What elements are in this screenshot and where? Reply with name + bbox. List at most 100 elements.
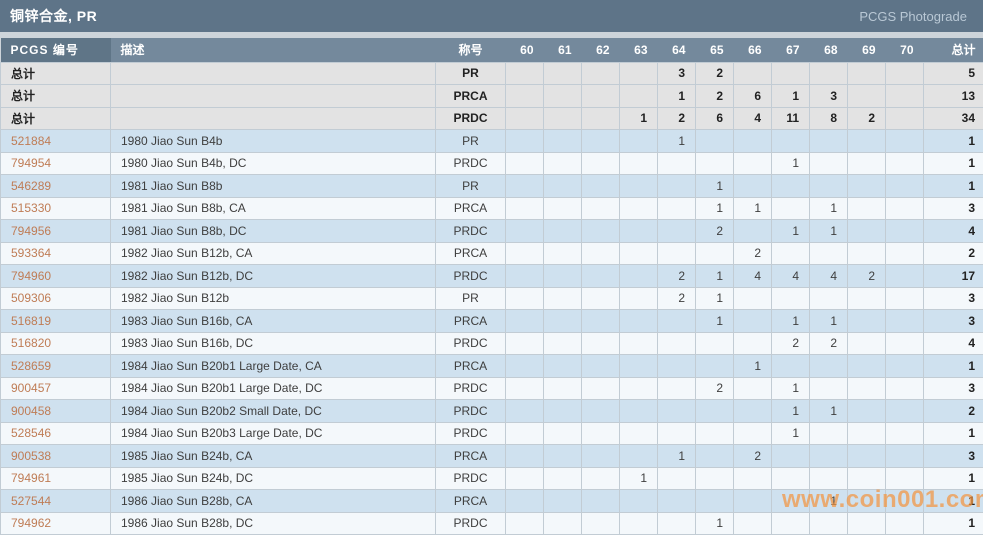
grade-61-count bbox=[543, 444, 582, 468]
grade-66-count bbox=[733, 421, 772, 445]
grade-64-count bbox=[657, 331, 696, 355]
grade-70-count bbox=[885, 264, 924, 288]
summary-row-prca: 总计 PRCA 1 2 6 1 3 13 bbox=[0, 84, 983, 108]
grade-68-count bbox=[809, 466, 848, 490]
column-header-grade-60[interactable]: 60 bbox=[505, 38, 544, 62]
column-header-grade-68[interactable]: 68 bbox=[809, 38, 848, 62]
grade-63-count bbox=[619, 286, 658, 310]
grade-64-count bbox=[657, 309, 696, 333]
grade-66-count bbox=[733, 376, 772, 400]
grade-69-count bbox=[847, 84, 886, 108]
pcgs-number-link[interactable]: 516820 bbox=[0, 331, 111, 355]
column-header-grade-64[interactable]: 64 bbox=[657, 38, 696, 62]
column-header-grade-67[interactable]: 67 bbox=[771, 38, 810, 62]
grade-62-count bbox=[581, 106, 620, 130]
designation: PRDC bbox=[435, 511, 506, 535]
column-header-grade-65[interactable]: 65 bbox=[695, 38, 734, 62]
grade-67-count: 2 bbox=[771, 331, 810, 355]
grade-63-count bbox=[619, 309, 658, 333]
page-title: 铜锌合金, PR bbox=[10, 8, 98, 24]
grade-61-count bbox=[543, 219, 582, 243]
grade-62-count bbox=[581, 196, 620, 220]
grade-61-count bbox=[543, 264, 582, 288]
pcgs-number-link[interactable]: 900538 bbox=[0, 444, 111, 468]
pcgs-number-link[interactable]: 900457 bbox=[0, 376, 111, 400]
coin-description: 1984 Jiao Sun B20b3 Large Date, DC bbox=[110, 421, 436, 445]
pcgs-number-link[interactable]: 794962 bbox=[0, 511, 111, 535]
total-count: 1 bbox=[923, 511, 983, 535]
pcgs-number-link[interactable]: 515330 bbox=[0, 196, 111, 220]
total-count: 1 bbox=[923, 151, 983, 175]
grade-60-count bbox=[505, 354, 544, 378]
grade-68-count bbox=[809, 61, 848, 85]
column-header-grade-66[interactable]: 66 bbox=[733, 38, 772, 62]
coin-description: 1980 Jiao Sun B4b, DC bbox=[110, 151, 436, 175]
grade-60-count bbox=[505, 219, 544, 243]
grade-60-count bbox=[505, 84, 544, 108]
pcgs-photograde-link[interactable]: PCGS Photograde bbox=[859, 8, 967, 24]
column-header-grade-70[interactable]: 70 bbox=[885, 38, 924, 62]
pcgs-number-link[interactable]: 593364 bbox=[0, 241, 111, 265]
pcgs-number-link[interactable]: 516819 bbox=[0, 309, 111, 333]
total-count: 1 bbox=[923, 466, 983, 490]
grade-70-count bbox=[885, 129, 924, 153]
pcgs-number-link[interactable]: 794961 bbox=[0, 466, 111, 490]
grade-67-count bbox=[771, 61, 810, 85]
grade-70-count bbox=[885, 106, 924, 130]
grade-69-count bbox=[847, 174, 886, 198]
coin-description: 1981 Jiao Sun B8b bbox=[110, 174, 436, 198]
grade-63-count bbox=[619, 489, 658, 513]
designation: PRDC bbox=[435, 219, 506, 243]
grade-63-count bbox=[619, 84, 658, 108]
grade-70-count bbox=[885, 84, 924, 108]
grade-63-count: 1 bbox=[619, 466, 658, 490]
grade-61-count bbox=[543, 309, 582, 333]
column-header-pcgs-number[interactable]: PCGS 编号 bbox=[0, 38, 111, 62]
designation: PR bbox=[435, 286, 506, 310]
grade-63-count bbox=[619, 444, 658, 468]
grade-61-count bbox=[543, 354, 582, 378]
pcgs-number-link[interactable]: 794960 bbox=[0, 264, 111, 288]
grade-70-count bbox=[885, 174, 924, 198]
grade-66-count: 4 bbox=[733, 264, 772, 288]
column-header-description[interactable]: 描述 bbox=[110, 38, 436, 62]
pcgs-number-link[interactable]: 509306 bbox=[0, 286, 111, 310]
grade-69-count bbox=[847, 466, 886, 490]
grade-62-count bbox=[581, 511, 620, 535]
pcgs-number-link[interactable]: 527544 bbox=[0, 489, 111, 513]
grade-60-count bbox=[505, 286, 544, 310]
grade-65-count: 1 bbox=[695, 264, 734, 288]
designation: PRCA bbox=[435, 309, 506, 333]
column-header-total[interactable]: 总计 bbox=[923, 38, 983, 62]
coin-description: 1981 Jiao Sun B8b, DC bbox=[110, 219, 436, 243]
column-header-grade-61[interactable]: 61 bbox=[543, 38, 582, 62]
grade-69-count: 2 bbox=[847, 264, 886, 288]
grade-61-count bbox=[543, 84, 582, 108]
column-header-grade-63[interactable]: 63 bbox=[619, 38, 658, 62]
grade-69-count bbox=[847, 399, 886, 423]
coin-row: 509306 1982 Jiao Sun B12b PR 2 1 3 bbox=[0, 286, 983, 310]
grade-63-count bbox=[619, 331, 658, 355]
grade-63-count bbox=[619, 511, 658, 535]
grade-65-count: 2 bbox=[695, 84, 734, 108]
pcgs-number-link[interactable]: 794954 bbox=[0, 151, 111, 175]
grade-70-count bbox=[885, 151, 924, 175]
grade-61-count bbox=[543, 489, 582, 513]
column-header-grade-62[interactable]: 62 bbox=[581, 38, 620, 62]
coin-description: 1983 Jiao Sun B16b, CA bbox=[110, 309, 436, 333]
grade-64-count bbox=[657, 489, 696, 513]
pcgs-number-link[interactable]: 521884 bbox=[0, 129, 111, 153]
grade-64-count: 1 bbox=[657, 84, 696, 108]
grade-68-count bbox=[809, 174, 848, 198]
grade-67-count bbox=[771, 241, 810, 265]
grade-63-count bbox=[619, 421, 658, 445]
pcgs-number-link[interactable]: 528546 bbox=[0, 421, 111, 445]
grade-63-count bbox=[619, 219, 658, 243]
grade-69-count bbox=[847, 511, 886, 535]
pcgs-number-link[interactable]: 794956 bbox=[0, 219, 111, 243]
pcgs-number-link[interactable]: 528659 bbox=[0, 354, 111, 378]
pcgs-number-link[interactable]: 900458 bbox=[0, 399, 111, 423]
column-header-grade-69[interactable]: 69 bbox=[847, 38, 886, 62]
pcgs-number-link[interactable]: 546289 bbox=[0, 174, 111, 198]
column-header-designation[interactable]: 称号 bbox=[435, 38, 506, 62]
